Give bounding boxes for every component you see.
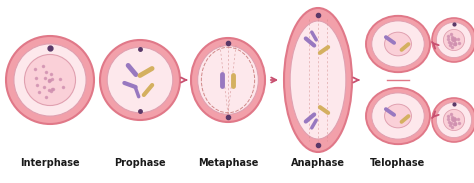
Text: Anaphase: Anaphase: [291, 158, 345, 168]
Ellipse shape: [198, 46, 258, 114]
Ellipse shape: [366, 88, 430, 144]
Ellipse shape: [366, 16, 430, 72]
Ellipse shape: [372, 93, 424, 139]
Ellipse shape: [290, 21, 346, 139]
Ellipse shape: [25, 55, 75, 106]
Ellipse shape: [384, 104, 411, 128]
Ellipse shape: [284, 8, 352, 152]
Ellipse shape: [100, 40, 180, 120]
Ellipse shape: [372, 21, 424, 67]
Text: Telophase: Telophase: [370, 158, 426, 168]
Ellipse shape: [444, 109, 465, 130]
Text: Prophase: Prophase: [114, 158, 166, 168]
Ellipse shape: [14, 44, 86, 116]
Ellipse shape: [384, 32, 411, 56]
Ellipse shape: [191, 38, 265, 122]
Ellipse shape: [6, 36, 94, 124]
Ellipse shape: [444, 29, 465, 51]
Ellipse shape: [437, 22, 472, 58]
Text: Interphase: Interphase: [20, 158, 80, 168]
Ellipse shape: [437, 102, 472, 138]
Ellipse shape: [432, 98, 474, 142]
Ellipse shape: [107, 47, 173, 113]
Text: Metaphase: Metaphase: [198, 158, 258, 168]
Ellipse shape: [432, 18, 474, 62]
